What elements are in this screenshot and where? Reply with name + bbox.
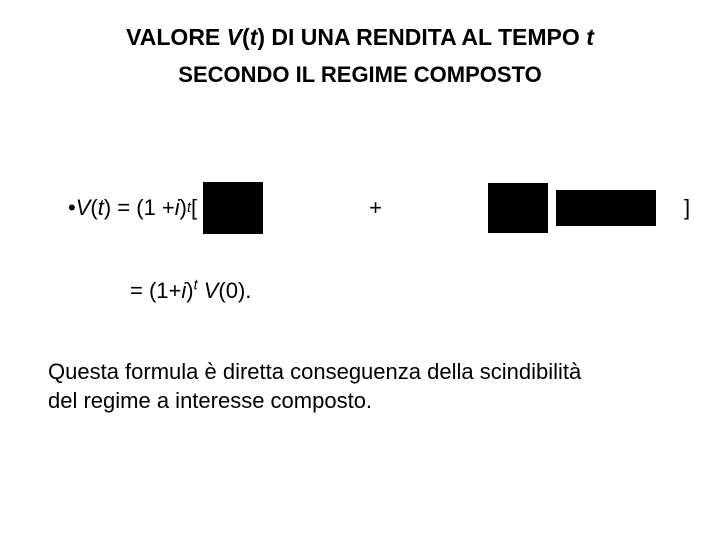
f1-V: V (76, 195, 91, 221)
f1-lbracket: [ (191, 195, 197, 221)
bullet: • (68, 195, 76, 221)
redacted-box-2 (488, 183, 548, 233)
f2-term: (0). (218, 278, 251, 303)
title-t2: t (586, 24, 594, 50)
f2-exp-t: t (194, 278, 198, 294)
f2-rp: ) (186, 278, 193, 303)
f1-rp2: ) (180, 195, 187, 221)
redacted-box-3 (556, 190, 656, 226)
title-lparen: ( (242, 24, 250, 50)
title-text-b: DI UNA RENDITA AL TEMPO (265, 24, 586, 50)
f1-rbracket: ] (684, 195, 690, 221)
title-line-2: SECONDO IL REGIME COMPOSTO (0, 62, 720, 88)
formula-line-2: = (1+i)t V(0). (130, 278, 251, 304)
f2-eq: = (1+ (130, 278, 181, 303)
f2-V: V (204, 278, 219, 303)
slide: VALORE V(t) DI UNA RENDITA AL TEMPO t SE… (0, 0, 720, 540)
paragraph: Questa formula è diretta conseguenza del… (48, 358, 656, 415)
title-v: V (227, 24, 242, 50)
f1-plus: + (369, 195, 382, 221)
formula-line-1: • V( t ) = (1 + i)t [ + ] (68, 178, 708, 238)
f1-rp: ) = (1 + (104, 195, 175, 221)
f1-lp: ( (90, 195, 97, 221)
redacted-box-1 (203, 182, 263, 234)
title-line2-text: SECONDO IL REGIME COMPOSTO (178, 62, 541, 87)
title-rparen: ) (257, 24, 265, 50)
title-text-a: VALORE (126, 24, 227, 50)
title-line-1: VALORE V(t) DI UNA RENDITA AL TEMPO t (0, 24, 720, 51)
para-line-1: Questa formula è diretta conseguenza del… (48, 359, 581, 384)
para-line-2: del regime a interesse composto. (48, 388, 372, 413)
